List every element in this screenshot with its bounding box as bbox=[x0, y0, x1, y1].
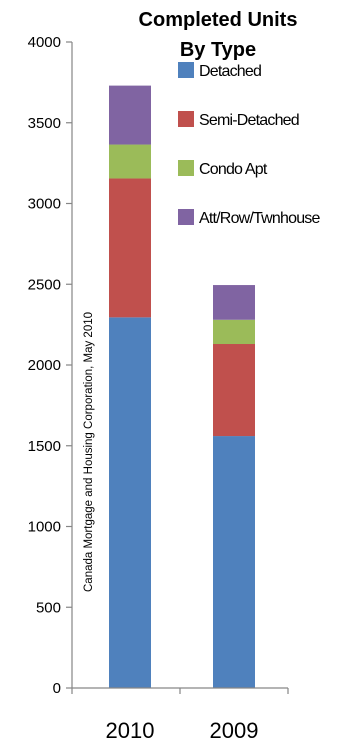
bar-segment bbox=[109, 317, 151, 688]
y-tick-label: 2000 bbox=[28, 357, 61, 374]
bar-segment bbox=[109, 178, 151, 318]
bar-segment bbox=[109, 85, 151, 145]
y-tick-label: 3000 bbox=[28, 196, 61, 213]
legend-label: Semi-Detached bbox=[199, 112, 299, 129]
y-tick-label: 4000 bbox=[28, 34, 61, 51]
x-category-label: 2010 bbox=[106, 718, 155, 743]
legend-label: Att/Row/Twnhouse bbox=[199, 210, 321, 227]
legend-label: Condo Apt bbox=[199, 161, 268, 178]
legend: Detached Semi-Detached Condo Apt Att/Row/Tw… bbox=[178, 62, 321, 227]
legend-swatch bbox=[178, 111, 194, 127]
x-axis-ticks: 2010 2009 bbox=[71, 688, 289, 743]
bar-segment bbox=[213, 344, 255, 437]
y-axis-ticks: 0 500 1000 1500 2000 2500 3000 3500 4000 bbox=[28, 34, 72, 697]
chart-title-line-2: By Type bbox=[180, 39, 256, 61]
y-tick-label: 3500 bbox=[28, 115, 61, 132]
legend-swatch bbox=[178, 62, 194, 78]
x-category-label: 2009 bbox=[210, 718, 259, 743]
y-tick-label: 1000 bbox=[28, 519, 61, 536]
legend-label: Detached bbox=[199, 63, 261, 80]
y-tick-label: 2500 bbox=[28, 276, 61, 293]
legend-swatch bbox=[178, 160, 194, 176]
bar-segment bbox=[109, 144, 151, 179]
legend-swatch bbox=[178, 209, 194, 225]
y-tick-label: 1500 bbox=[28, 438, 61, 455]
bar-segment bbox=[213, 285, 255, 320]
bar-segment bbox=[213, 436, 255, 688]
bars-group bbox=[109, 85, 255, 688]
chart-title-line-1: Completed Units bbox=[139, 9, 298, 31]
y-tick-label: 0 bbox=[53, 680, 61, 697]
source-annotation: Canada Mortgage and Housing Corporation,… bbox=[83, 312, 95, 592]
y-tick-label: 500 bbox=[36, 599, 61, 616]
bar-segment bbox=[213, 319, 255, 345]
